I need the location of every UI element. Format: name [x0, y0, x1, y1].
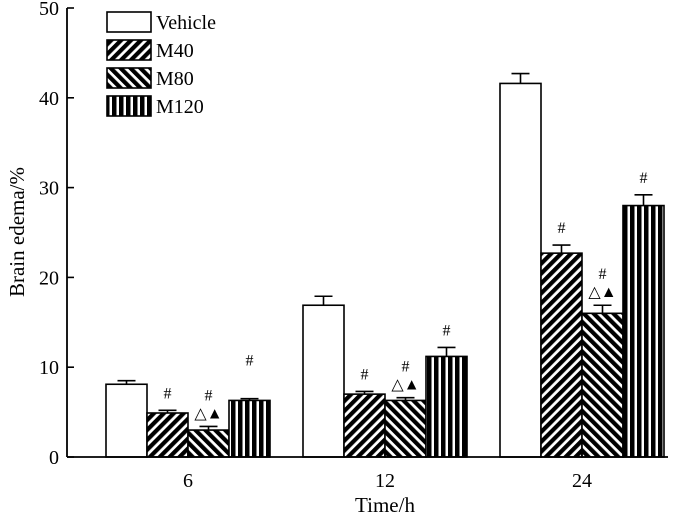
y-tick-label: 10: [39, 357, 59, 379]
bar-vehicle-6: [105, 383, 148, 458]
y-tick-label: 50: [39, 0, 59, 20]
legend-swatch-m40: [106, 39, 152, 61]
axis-ticks: 0 10 20 30 40 50 6 12 24: [39, 0, 592, 492]
bar-m40-12: [343, 393, 386, 458]
bar-vehicle-24: [499, 82, 542, 458]
bar-m120-6: [228, 399, 271, 458]
legend-swatch-vehicle: [106, 11, 152, 33]
bar-vehicle-12: [302, 304, 345, 458]
bar-m40-24: [540, 252, 583, 458]
significance-marker: #: [558, 220, 566, 237]
significance-marker: #: [205, 387, 213, 404]
x-axis-title: Time/h: [355, 493, 415, 516]
bar-m80-12: [384, 399, 427, 458]
y-tick-label: 20: [39, 267, 59, 289]
x-tick-label: 6: [183, 470, 193, 492]
significance-marker: △▲: [588, 284, 616, 301]
y-axis-title: Brain edema/%: [5, 167, 29, 297]
significance-marker: △▲: [194, 405, 222, 422]
x-tick-label: 24: [572, 470, 592, 492]
legend-label-m80: M80: [156, 68, 194, 90]
legend-label-vehicle: Vehicle: [156, 12, 216, 34]
legend-swatch-m80: [106, 67, 152, 89]
significance-marker: #: [164, 385, 172, 402]
bar-m120-24: [622, 204, 665, 458]
significance-marker: #: [640, 170, 648, 187]
significance-marker: #: [443, 322, 451, 339]
bar-m120-12: [425, 355, 468, 458]
y-tick-label: 30: [39, 178, 59, 200]
significance-marker: #: [402, 359, 410, 376]
significance-marker: #: [361, 366, 369, 383]
bar-m40-6: [146, 412, 189, 458]
legend-label-m40: M40: [156, 40, 194, 62]
x-tick-label: 12: [375, 470, 395, 492]
y-tick-label: 0: [49, 447, 59, 469]
significance-marker: △▲: [391, 377, 419, 394]
axes: [66, 8, 668, 458]
significance-marker: #: [599, 266, 607, 283]
bar-m80-6: [187, 429, 230, 458]
legend-swatch-m120: [106, 95, 152, 117]
bars: #△▲###△▲###△▲##: [105, 72, 665, 458]
y-tick-label: 40: [39, 88, 59, 110]
legend: Vehicle M40 M80 M120: [106, 11, 216, 118]
legend-label-m120: M120: [156, 96, 204, 118]
bar-m80-24: [581, 312, 624, 458]
significance-marker: #: [246, 352, 254, 369]
